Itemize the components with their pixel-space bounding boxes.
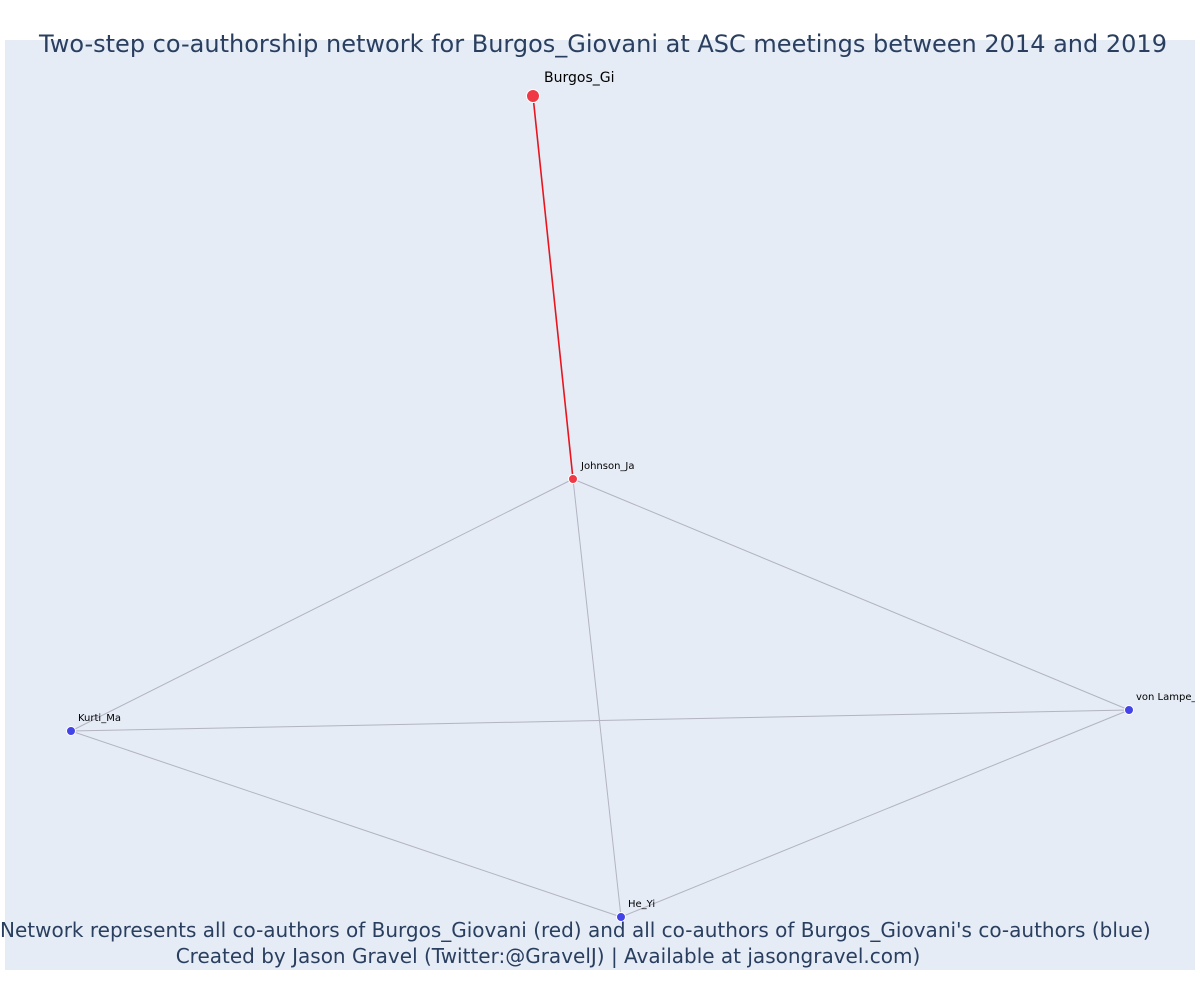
edge-Johnson_Ja-He_Yi	[572, 478, 622, 918]
node-label-von_Lampe: von Lampe_K	[1136, 692, 1200, 703]
node-label-He_Yi: He_Yi	[628, 899, 655, 910]
node-Burgos_Gi[interactable]	[526, 89, 540, 103]
node-label-Johnson_Ja: Johnson_Ja	[580, 461, 635, 472]
edges-layer	[70, 95, 1130, 918]
node-label-Burgos_Gi: Burgos_Gi	[544, 70, 614, 86]
node-Johnson_Ja[interactable]	[568, 474, 578, 484]
chart-title: Two-step co-authorship network for Burgo…	[39, 30, 1167, 58]
caption-description: Network represents all co-authors of Bur…	[0, 918, 1151, 942]
edge-Kurti_Ma-He_Yi	[70, 730, 622, 918]
plot-area	[5, 40, 1195, 970]
node-Kurti_Ma[interactable]	[66, 726, 76, 736]
edge-Johnson_Ja-Kurti_Ma	[70, 478, 574, 732]
edge-Johnson_Ja-von_Lampe	[572, 478, 1130, 711]
edge-Burgos_Gi-Johnson_Ja	[532, 95, 574, 480]
node-label-Kurti_Ma: Kurti_Ma	[78, 713, 121, 724]
node-He_Yi[interactable]	[616, 912, 626, 922]
nodes-layer	[66, 89, 1134, 922]
labels-layer: Burgos_Gi Johnson_Ja Kurti_Ma He_Yi von Lamp…	[78, 70, 1200, 910]
edge-He_Yi-von_Lampe	[620, 709, 1130, 918]
node-von_Lampe[interactable]	[1124, 705, 1134, 715]
caption-credit: Created by Jason Gravel (Twitter:@Gravel…	[175, 944, 921, 968]
edge-Kurti_Ma-von_Lampe	[70, 709, 1130, 732]
